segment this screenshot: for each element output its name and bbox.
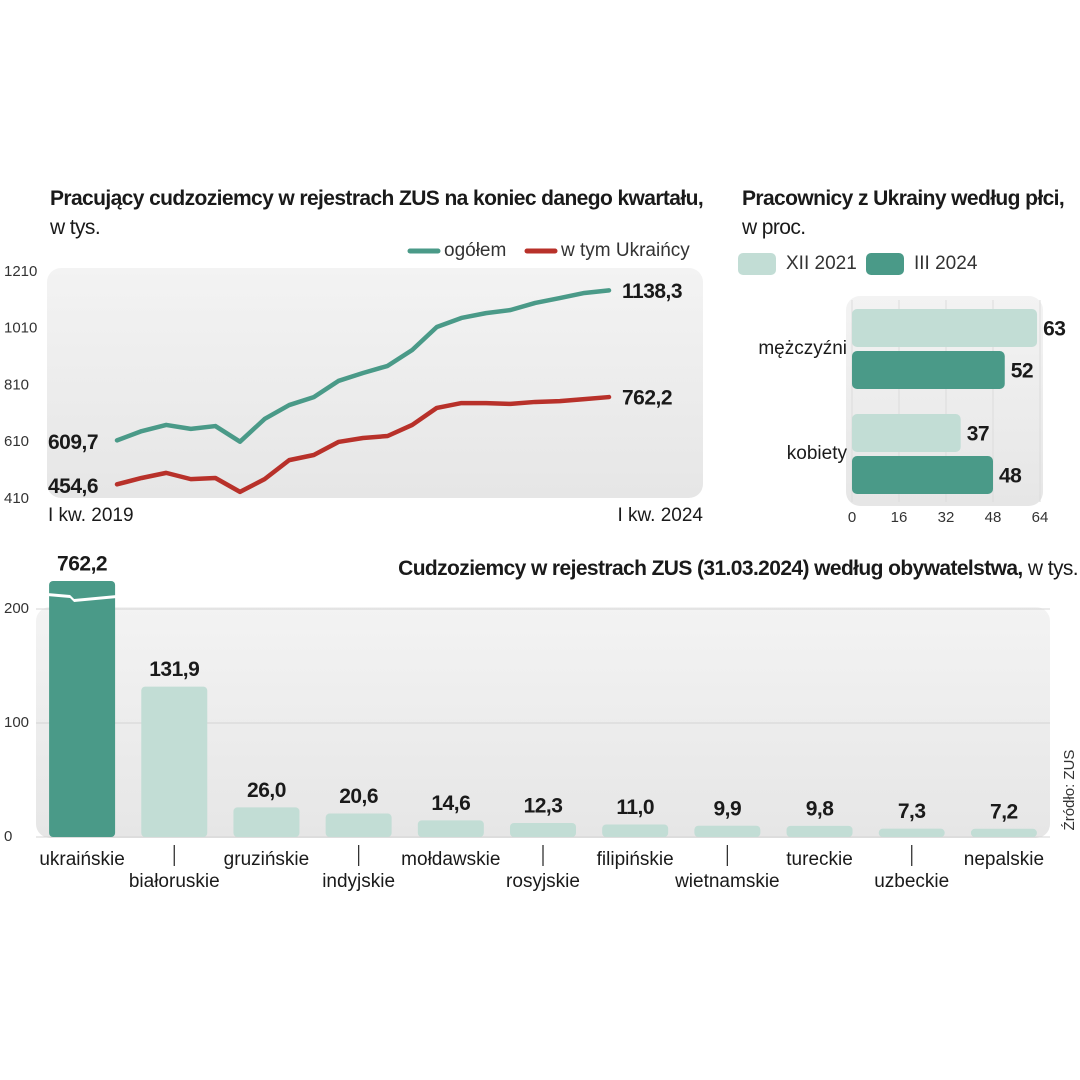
series-line — [114, 394, 612, 495]
y-tick-label: 1210 — [4, 263, 37, 280]
series-line — [114, 288, 612, 444]
x-tick-label: indyjskie — [322, 871, 395, 892]
data-label: 14,6 — [431, 792, 470, 815]
data-label: 7,3 — [898, 800, 926, 823]
x-tick-label: 48 — [985, 509, 1002, 526]
x-tick-label: 64 — [1032, 509, 1049, 526]
data-label: 762,2 — [57, 553, 107, 576]
chart-title: Cudzoziemcy w rejestrach ZUS (31.03.2024… — [248, 554, 1078, 583]
unit: w proc. — [742, 216, 806, 239]
bar — [417, 820, 484, 837]
x-tick-label: ukraińskie — [39, 849, 125, 870]
bar — [852, 456, 993, 494]
chart-title: Pracujący cudzoziemcy w rejestrach ZUS n… — [50, 184, 710, 242]
legend-label: XII 2021 — [786, 253, 857, 274]
data-label: 454,6 — [48, 475, 98, 498]
y-tick-label: 200 — [4, 600, 29, 617]
bar — [510, 822, 576, 837]
legend-swatch — [738, 253, 776, 275]
x-tick-label: rosyjskie — [506, 871, 580, 892]
data-label: 9,9 — [714, 797, 742, 820]
y-tick-label: 810 — [4, 376, 29, 393]
x-tick-label: mołdawskie — [401, 849, 500, 870]
x-tick-label: 32 — [938, 509, 955, 526]
bar — [602, 824, 669, 837]
bar — [786, 825, 853, 837]
title: Pracujący cudzoziemcy w rejestrach ZUS n… — [50, 187, 704, 210]
y-tick-label: 610 — [4, 433, 29, 450]
bar — [233, 807, 300, 837]
x-tick-label: gruzińskie — [224, 849, 310, 870]
x-tick-label: białoruskie — [129, 871, 220, 892]
panel — [47, 268, 703, 498]
legend-label: ogółem — [444, 240, 506, 261]
chart-title: Pracownicy z Ukrainy według płci, w proc… — [742, 184, 1072, 242]
x-tick-label: uzbeckie — [874, 871, 949, 892]
y-tick-label: 100 — [4, 714, 29, 731]
y-tick-label: 0 — [4, 828, 12, 845]
panel — [846, 296, 1043, 506]
axis-break — [47, 593, 118, 602]
bar — [878, 828, 945, 837]
bar — [852, 414, 961, 452]
data-label: 20,6 — [339, 785, 378, 808]
legend-label: III 2024 — [914, 253, 978, 274]
bar — [852, 351, 1005, 389]
data-label: 11,0 — [616, 796, 654, 819]
category-label: kobiety — [787, 443, 848, 464]
bar — [852, 309, 1038, 347]
data-label: 12,3 — [524, 795, 563, 818]
x-tick-label: filipińskie — [597, 849, 674, 870]
data-label: 9,8 — [806, 797, 835, 820]
bar — [325, 813, 392, 837]
title: Pracownicy z Ukrainy według płci, — [742, 187, 1065, 210]
x-tick-label: 0 — [848, 509, 856, 526]
source: Źródło: ZUS — [1061, 750, 1078, 831]
data-label: 762,2 — [622, 387, 672, 410]
x-tick-label: wietnamskie — [674, 871, 780, 892]
bar — [694, 825, 761, 837]
data-label: 48 — [999, 465, 1022, 488]
title: Cudzoziemcy w rejestrach ZUS (31.03.2024… — [398, 557, 1023, 580]
data-label: 131,9 — [149, 658, 199, 681]
x-tick-label: I kw. 2024 — [617, 505, 703, 526]
data-label: 7,2 — [990, 800, 1018, 823]
data-label: 609,7 — [48, 431, 98, 454]
bar — [49, 581, 116, 837]
y-tick-label: 410 — [4, 490, 29, 507]
x-tick-label: tureckie — [786, 849, 853, 870]
bar — [970, 828, 1037, 837]
x-tick-label: nepalskie — [964, 849, 1044, 870]
x-tick-label: 16 — [891, 509, 908, 526]
unit: w tys. — [50, 216, 101, 239]
unit: w tys. — [1027, 557, 1079, 580]
data-label: 1138,3 — [622, 280, 682, 303]
data-label: 63 — [1043, 318, 1065, 341]
category-label: mężczyźni — [758, 338, 847, 359]
x-tick-label: I kw. 2019 — [48, 505, 134, 526]
bar — [141, 686, 208, 837]
data-label: 26,0 — [247, 779, 286, 802]
y-tick-label: 1010 — [4, 320, 37, 337]
legend-label: w tym Ukraińcy — [560, 240, 690, 261]
legend-swatch — [866, 253, 904, 275]
data-label: 52 — [1011, 360, 1033, 383]
data-label: 37 — [967, 423, 989, 446]
